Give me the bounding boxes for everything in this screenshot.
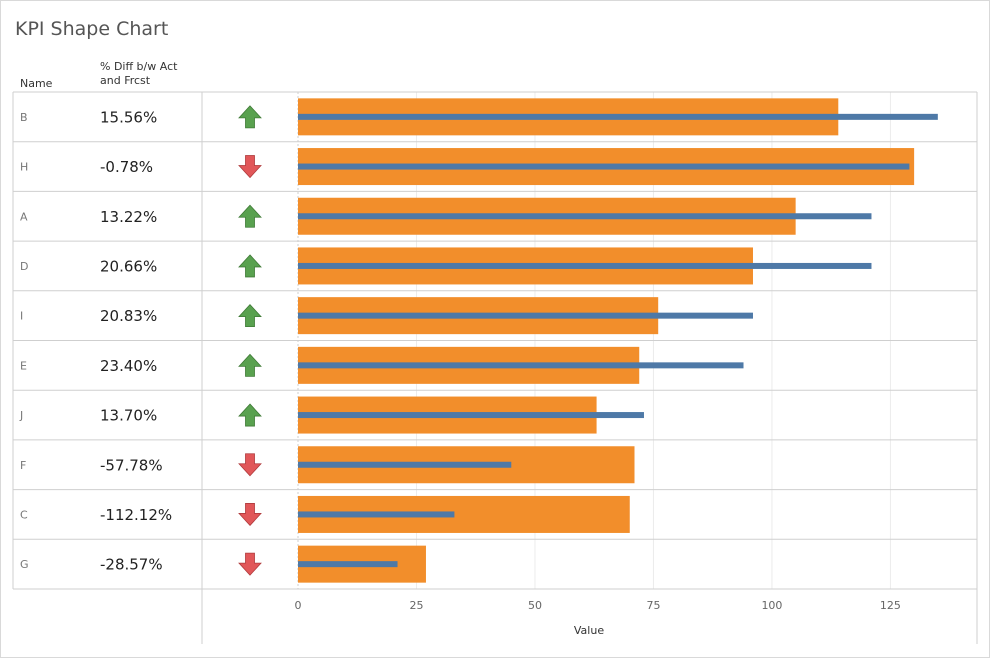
category-label: C xyxy=(20,508,28,521)
arrow-up-icon xyxy=(238,304,262,328)
forecast-bar xyxy=(298,213,872,220)
x-tick-label: 100 xyxy=(761,599,782,612)
category-label: E xyxy=(20,359,27,372)
pct-diff-value: 20.66% xyxy=(100,257,157,275)
pct-diff-value: 15.56% xyxy=(100,108,157,126)
pct-diff-value: 13.70% xyxy=(100,407,157,425)
x-tick-label: 25 xyxy=(409,599,423,612)
pct-diff-value: -0.78% xyxy=(100,158,153,176)
arrow-down-icon xyxy=(238,155,262,179)
x-tick-label: 50 xyxy=(528,599,542,612)
forecast-bar xyxy=(298,312,753,319)
forecast-bar xyxy=(298,163,910,170)
category-label: D xyxy=(20,260,28,273)
forecast-bar xyxy=(298,362,744,369)
axis-layer: Value 0 25 50 75 100 125 xyxy=(295,599,901,637)
arrow-down-icon xyxy=(238,503,262,527)
category-label: F xyxy=(20,459,26,472)
category-label: I xyxy=(20,310,23,323)
category-label: A xyxy=(20,210,28,223)
x-axis-title: Value xyxy=(574,624,604,637)
arrow-up-icon xyxy=(238,254,262,278)
forecast-bar xyxy=(298,461,512,468)
pct-diff-value: -57.78% xyxy=(100,456,163,474)
forecast-bar xyxy=(298,511,455,518)
pct-diff-column-header: % Diff b/w Act and Frcst xyxy=(100,60,178,87)
x-tick-label: 125 xyxy=(880,599,901,612)
pct-diff-value: 23.40% xyxy=(100,357,157,375)
pct-diff-value: -28.57% xyxy=(100,556,163,574)
category-label: G xyxy=(20,558,29,571)
category-label: B xyxy=(20,111,28,124)
category-label: H xyxy=(20,161,28,174)
arrow-up-icon xyxy=(238,403,262,427)
category-label: J xyxy=(19,409,23,422)
forecast-bar xyxy=(298,262,872,269)
pct-diff-value: -112.12% xyxy=(100,506,172,524)
grid-layer xyxy=(12,91,978,644)
pct-diff-value: 13.22% xyxy=(100,208,157,226)
pct-diff-value: 20.83% xyxy=(100,307,157,325)
rows-layer: B 15.56% H -0.78% A 13.22% D 20.66% I 20.83% E 23.4… xyxy=(19,98,938,583)
arrow-up-icon xyxy=(238,105,262,129)
forecast-bar xyxy=(298,412,644,419)
name-column-header: Name xyxy=(20,77,53,90)
x-tick-label: 0 xyxy=(295,599,302,612)
x-tick-label: 75 xyxy=(646,599,660,612)
arrow-up-icon xyxy=(238,204,262,228)
arrow-up-icon xyxy=(238,353,262,377)
arrow-down-icon xyxy=(238,453,262,477)
chart-title: KPI Shape Chart xyxy=(15,18,169,40)
forecast-bar xyxy=(298,561,398,568)
arrow-down-icon xyxy=(238,552,262,576)
forecast-bar xyxy=(298,113,938,120)
